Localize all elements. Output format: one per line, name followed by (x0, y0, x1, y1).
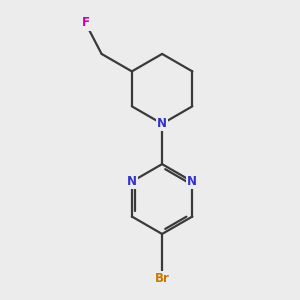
Text: F: F (82, 16, 89, 29)
Text: N: N (127, 175, 137, 188)
Text: Br: Br (155, 272, 170, 285)
Text: N: N (157, 117, 167, 130)
Text: N: N (188, 175, 197, 188)
